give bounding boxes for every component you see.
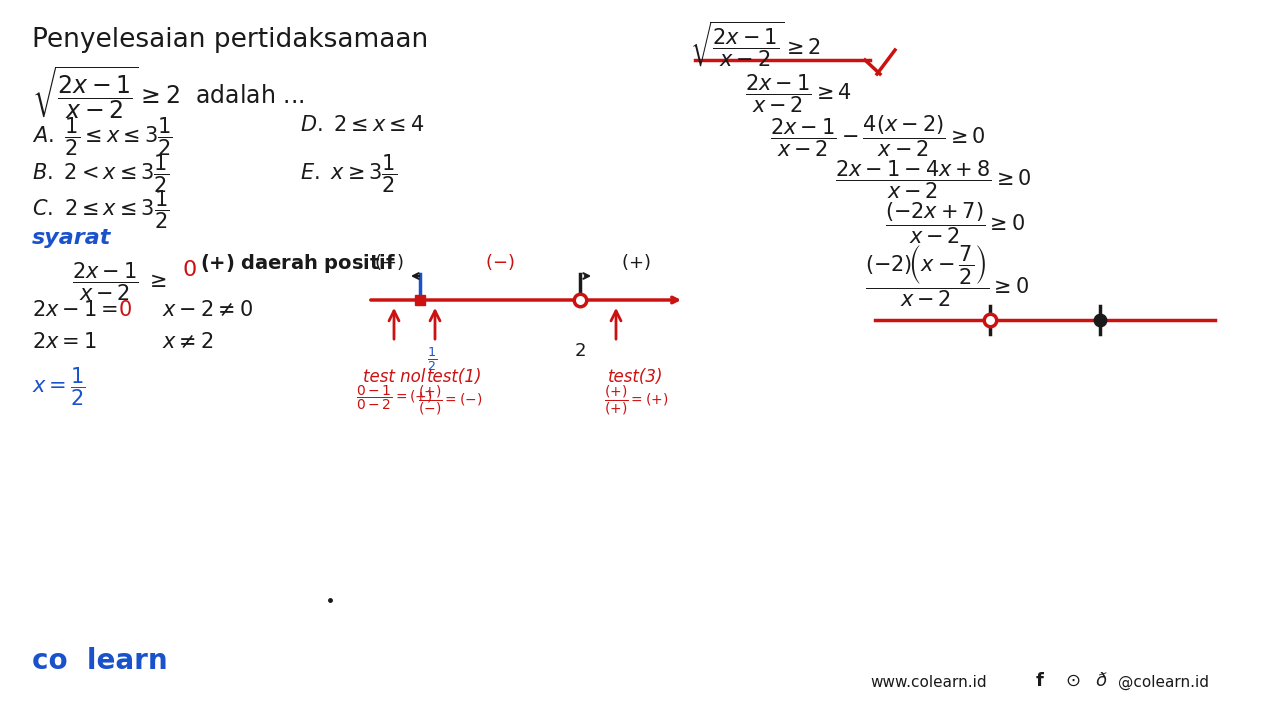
Text: $x \neq 2$: $x \neq 2$ [163,332,214,352]
Text: $(+)$: $(+)$ [621,252,650,272]
Text: $\odot$: $\odot$ [1065,672,1080,690]
Text: $\eth$: $\eth$ [1094,672,1107,690]
Text: $\mathbf{(+)\ daerah\ positif}$: $\mathbf{(+)\ daerah\ positif}$ [200,252,397,275]
Text: $(+)$: $(+)$ [374,252,403,272]
Text: $E.\ x \geq 3\dfrac{1}{2}$: $E.\ x \geq 3\dfrac{1}{2}$ [300,152,397,194]
Text: $0$: $0$ [182,260,197,280]
Text: test nol: test nol [362,368,425,386]
Text: $\dfrac{2x-1}{x-2} \geq 4$: $\dfrac{2x-1}{x-2} \geq 4$ [745,72,852,114]
Text: $\dfrac{2x-1}{x-2}\ \geq$: $\dfrac{2x-1}{x-2}\ \geq$ [72,260,168,302]
Text: $C.\ 2 \leq x \leq 3\dfrac{1}{2}$: $C.\ 2 \leq x \leq 3\dfrac{1}{2}$ [32,188,169,230]
Text: $(-)$: $(-)$ [485,252,515,272]
Text: $\dfrac{(+)}{(+)}=(+)$: $\dfrac{(+)}{(+)}=(+)$ [604,384,668,418]
Text: @colearn.id: @colearn.id [1117,675,1210,690]
Text: $0$: $0$ [118,300,132,320]
Text: Penyelesaian pertidaksamaan: Penyelesaian pertidaksamaan [32,27,429,53]
Text: $2$: $2$ [575,342,586,360]
Text: $\sqrt{\dfrac{2x-1}{x-2}} \geq 2$: $\sqrt{\dfrac{2x-1}{x-2}} \geq 2$ [690,20,820,69]
Text: $\frac{1}{2}$: $\frac{1}{2}$ [428,345,436,373]
Text: $2x - 1 =$: $2x - 1 =$ [32,300,118,320]
Text: $x = \dfrac{1}{2}$: $x = \dfrac{1}{2}$ [32,365,86,408]
Text: $\dfrac{0-1}{0-2}=(+)$: $\dfrac{0-1}{0-2}=(+)$ [356,384,433,413]
Text: $\dfrac{(+)}{(-)}=(-)$: $\dfrac{(+)}{(-)}=(-)$ [417,384,483,418]
Text: syarat: syarat [32,228,111,248]
Text: www.colearn.id: www.colearn.id [870,675,987,690]
Text: co  learn: co learn [32,647,168,675]
Text: $A.\ \dfrac{1}{2} \leq x \leq 3\dfrac{1}{2}$: $A.\ \dfrac{1}{2} \leq x \leq 3\dfrac{1}… [32,115,173,158]
Text: $\dfrac{2x-1-4x+8}{x-2} \geq 0$: $\dfrac{2x-1-4x+8}{x-2} \geq 0$ [835,158,1032,200]
Text: $D.\ 2 \leq x \leq 4$: $D.\ 2 \leq x \leq 4$ [300,115,425,135]
Text: $\mathbf{f}$: $\mathbf{f}$ [1036,672,1044,690]
Text: $\dfrac{(-2x+7)}{x-2} \geq 0$: $\dfrac{(-2x+7)}{x-2} \geq 0$ [884,200,1025,246]
Text: $B.\ 2 < x \leq 3\dfrac{1}{2}$: $B.\ 2 < x \leq 3\dfrac{1}{2}$ [32,152,169,194]
Text: $\sqrt{\dfrac{2x-1}{x-2}} \geq 2$  adalah ...: $\sqrt{\dfrac{2x-1}{x-2}} \geq 2$ adalah… [32,65,305,122]
Text: $x-2 \neq 0$: $x-2 \neq 0$ [163,300,253,320]
Text: test(1): test(1) [428,368,483,386]
Text: $\dfrac{2x-1}{x-2} - \dfrac{4(x-2)}{x-2} \geq 0$: $\dfrac{2x-1}{x-2} - \dfrac{4(x-2)}{x-2}… [771,113,986,158]
Text: $\dfrac{(-2)\!\left(x-\dfrac{7}{2}\right)}{x-2} \geq 0$: $\dfrac{(-2)\!\left(x-\dfrac{7}{2}\right… [865,243,1029,308]
Text: test(3): test(3) [608,368,664,386]
Text: $2x = 1$: $2x = 1$ [32,332,96,352]
